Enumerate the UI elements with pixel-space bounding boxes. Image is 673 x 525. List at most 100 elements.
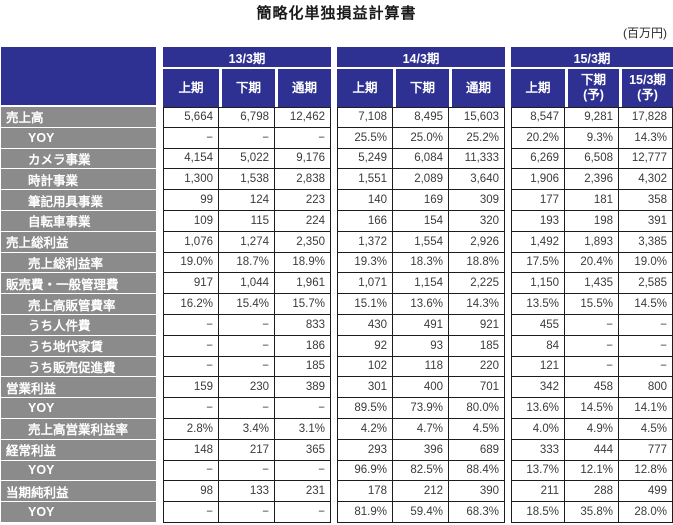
value-cell: 230 [219,377,275,399]
value-cell: 13.7% [511,460,565,482]
value-cell: − [163,502,219,523]
row-label: 売上総利益 [1,231,156,253]
value-cell: 14.5% [565,398,619,419]
value-cell: 88.4% [449,460,505,482]
value-cell: 3.1% [275,418,331,440]
value-cell: 3.4% [219,418,275,440]
value-cell: 4.0% [511,418,565,440]
value-cell: 358 [619,190,673,211]
row-label: うち人件費 [1,314,156,336]
value-cell: 342 [511,377,565,399]
value-cell: 59.4% [393,502,449,523]
value-cell: 148 [163,439,219,461]
value-cell: 499 [619,481,673,503]
value-cell: 80.0% [449,398,505,419]
value-cell: 9,281 [565,107,619,128]
period-subheader: 通期 [275,69,331,107]
table-corner-cell [1,47,156,107]
value-cell: 1,538 [219,169,275,191]
value-cell: 35.8% [565,502,619,523]
value-cell: 430 [337,314,393,336]
value-cell: 82.5% [393,460,449,482]
row-label: 営業利益 [1,377,156,399]
row-label: 売上総利益率 [1,252,156,274]
value-cell: 390 [449,481,505,503]
value-cell: 400 [393,377,449,399]
value-cell: 2,225 [449,273,505,295]
row-label: YOY [1,460,156,482]
value-cell: 81.9% [337,502,393,523]
value-cell: 14.1% [619,398,673,419]
value-cell: 6,798 [219,107,275,128]
row-label: うち地代家賃 [1,335,156,357]
value-cell: 391 [619,210,673,232]
period-subheader: 下期 [219,69,275,107]
period-subheader: 上期 [163,69,219,107]
value-cell: 833 [275,314,331,336]
value-cell: 365 [275,439,331,461]
value-cell: 18.5% [511,502,565,523]
value-cell: 5,022 [219,148,275,170]
value-cell: 13.6% [393,294,449,315]
value-cell: − [275,398,331,419]
value-cell: 13.6% [511,398,565,419]
value-cell: 1,372 [337,231,393,253]
row-label: 経常利益 [1,439,156,461]
period-subheader: 上期 [337,69,393,107]
value-cell: − [619,335,673,357]
value-cell: − [275,460,331,482]
value-cell: 1,961 [275,273,331,295]
value-cell: 12,462 [275,107,331,128]
value-cell: 333 [511,439,565,461]
value-cell: − [163,460,219,482]
value-cell: − [565,314,619,336]
value-cell: 2,396 [565,169,619,191]
value-cell: 177 [511,190,565,211]
value-cell: 2,585 [619,273,673,295]
value-cell: − [565,356,619,378]
value-cell: 211 [511,481,565,503]
value-cell: 169 [393,190,449,211]
value-cell: − [219,460,275,482]
value-cell: 118 [393,356,449,378]
value-cell: 12.1% [565,460,619,482]
value-cell: 15.7% [275,294,331,315]
value-cell: 25.0% [393,127,449,149]
value-cell: 4,302 [619,169,673,191]
value-cell: 455 [511,314,565,336]
value-cell: − [275,127,331,149]
value-cell: 689 [449,439,505,461]
value-cell: 68.3% [449,502,505,523]
value-cell: 20.2% [511,127,565,149]
value-cell: 109 [163,210,219,232]
value-cell: 1,300 [163,169,219,191]
value-cell: − [619,314,673,336]
value-cell: 444 [565,439,619,461]
value-cell: 5,249 [337,148,393,170]
row-label: 筆記用具事業 [1,190,156,211]
value-cell: 5,664 [163,107,219,128]
value-cell: 1,551 [337,169,393,191]
row-label: 時計事業 [1,169,156,191]
period-subheader: 15/3期 (予) [619,69,673,107]
value-cell: 12.8% [619,460,673,482]
value-cell: 96.9% [337,460,393,482]
value-cell: 15.5% [565,294,619,315]
value-cell: 231 [275,481,331,503]
value-cell: 491 [393,314,449,336]
value-cell: 1,906 [511,169,565,191]
value-cell: 2,838 [275,169,331,191]
value-cell: − [163,335,219,357]
value-cell: 18.9% [275,252,331,274]
row-label: YOY [1,127,156,149]
value-cell: 19.3% [337,252,393,274]
value-cell: 1,071 [337,273,393,295]
value-cell: 301 [337,377,393,399]
value-cell: 18.7% [219,252,275,274]
value-cell: 19.0% [163,252,219,274]
value-cell: 309 [449,190,505,211]
value-cell: 181 [565,190,619,211]
value-cell: 102 [337,356,393,378]
value-cell: 320 [449,210,505,232]
